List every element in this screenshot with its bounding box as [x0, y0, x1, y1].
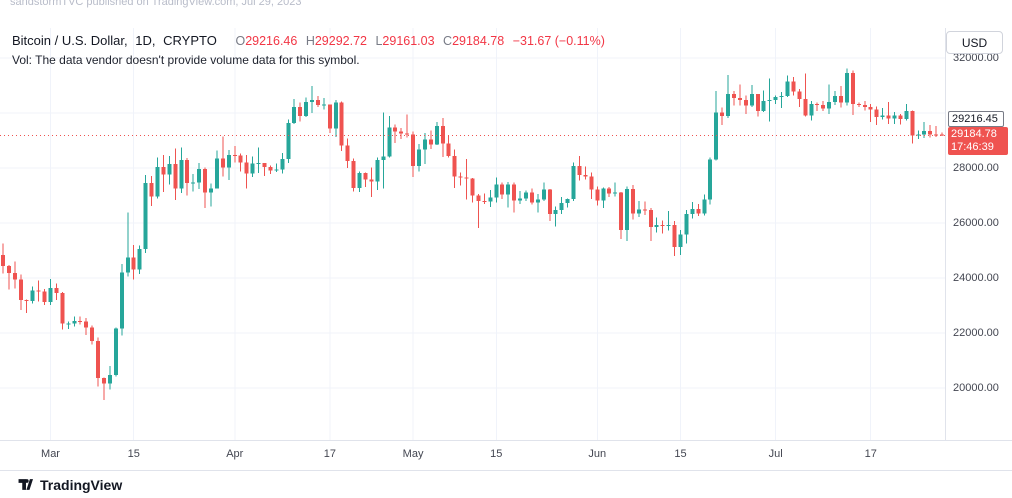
candlestick-chart[interactable]	[0, 0, 945, 440]
price-axis-label: 22000.00	[953, 326, 999, 339]
price-axis-label: 24000.00	[953, 271, 999, 284]
time-axis-label: 15	[127, 448, 140, 460]
separator: ,	[124, 33, 128, 48]
price-axis-label: 32000.00	[953, 52, 999, 65]
high-value: 29292.72	[314, 34, 367, 48]
price-axis-label: 26000.00	[953, 217, 999, 229]
time-axis-label: Apr	[226, 448, 244, 460]
time-axis-label: 15	[674, 448, 687, 460]
price-axis-label: 28000.00	[953, 162, 999, 175]
legend: Bitcoin / U.S. Dollar, 1D, CRYPTO O29216…	[12, 33, 605, 67]
time-axis-label: Jun	[588, 448, 607, 460]
prev-close-price-tag: 29216.45	[948, 110, 1004, 127]
countdown-timer: 17:46:39	[951, 140, 994, 153]
close-value: 29184.78	[452, 34, 505, 48]
tradingview-logo-icon[interactable]	[14, 477, 33, 492]
high-label: H	[305, 34, 315, 48]
currency-toggle-button[interactable]: USD	[946, 31, 1003, 54]
low-value: 29161.03	[382, 34, 435, 48]
last-price-value: 29184.78	[951, 127, 997, 140]
time-axis-label: Mar	[41, 448, 60, 460]
time-axis-label: Jul	[768, 448, 783, 460]
last-price-tag: 29184.78 17:46:39	[948, 126, 1008, 155]
open-value: 29216.46	[245, 34, 298, 48]
footer: TradingView	[0, 470, 1012, 498]
symbol-title[interactable]: Bitcoin / U.S. Dollar	[12, 33, 124, 48]
ohlc-values: O29216.46 H29292.72 L29161.03 C29184.78 …	[230, 34, 604, 48]
exchange-label[interactable]: CRYPTO	[163, 33, 217, 48]
price-axis-label: 20000.00	[953, 381, 999, 394]
time-axis-label: May	[402, 448, 424, 460]
grid-lines	[0, 28, 945, 440]
interval-label[interactable]: 1D	[135, 33, 152, 48]
open-label: O	[235, 34, 246, 48]
time-axis-label: 17	[323, 448, 336, 460]
legend-row-main: Bitcoin / U.S. Dollar, 1D, CRYPTO O29216…	[12, 33, 605, 48]
close-label: C	[443, 34, 453, 48]
time-axis[interactable]: Mar 15 Apr 17 May 15 Jun 15 Jul 17	[0, 440, 1012, 471]
time-axis-label: 17	[864, 448, 877, 460]
tradingview-brand[interactable]: TradingView	[40, 476, 123, 493]
low-label: L	[375, 34, 383, 48]
change-value: −31.67 (−0.11%)	[512, 34, 605, 48]
separator: ,	[151, 33, 156, 48]
volume-note: Vol: The data vendor doesn't provide vol…	[12, 53, 360, 67]
price-axis[interactable]: 29216.45 29184.78 17:46:39 32000.00 28000…	[945, 28, 1012, 470]
candles-group	[0, 68, 945, 401]
published-line: sandstormTVC published on TradingView.co…	[10, 0, 302, 8]
time-axis-label: 15	[490, 448, 503, 460]
